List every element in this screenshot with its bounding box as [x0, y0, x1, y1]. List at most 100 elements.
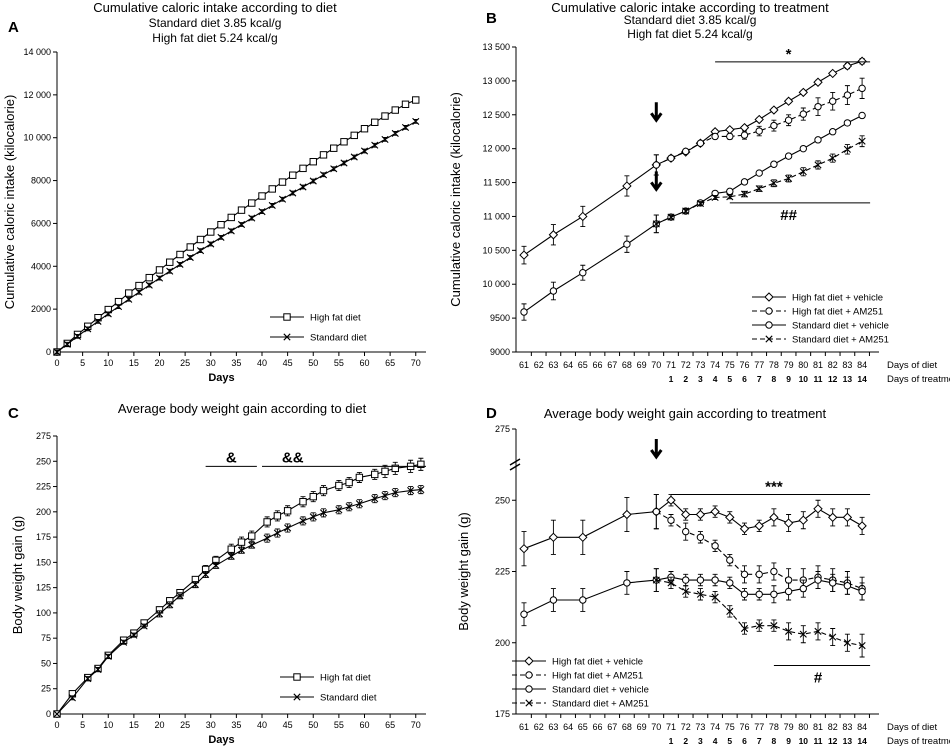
series-point [345, 503, 353, 511]
x-tick-label: 55 [334, 358, 344, 368]
x-tick-label: 74 [710, 360, 720, 370]
panel-letter: A [8, 19, 19, 36]
series-point [814, 102, 822, 111]
x-tick-label: 45 [283, 358, 293, 368]
series-point [843, 639, 851, 647]
legend-label: High fat diet + AM251 [552, 671, 643, 682]
series-point [726, 193, 734, 201]
legend-point [525, 699, 533, 707]
series-point [248, 214, 256, 222]
y-tick-label: 6000 [31, 218, 51, 228]
series-point [784, 587, 793, 596]
y-tick-label: 0 [46, 347, 51, 357]
series-point [858, 111, 866, 120]
x-tick-label: 35 [231, 720, 241, 730]
series-point [53, 710, 61, 718]
series-point [330, 144, 338, 152]
series-point [360, 125, 369, 133]
x-tick-label: 81 [813, 722, 823, 732]
treatment-day-label: 4 [713, 736, 718, 746]
legend-label: Standard diet [320, 693, 377, 704]
x-tick-label: 69 [637, 360, 647, 370]
series-point [381, 112, 389, 120]
series-point [63, 340, 71, 348]
series-point [345, 478, 353, 487]
series-point [371, 118, 379, 126]
series-point [799, 144, 807, 153]
y-tick-label: 125 [36, 583, 51, 593]
x-tick-label: 75 [725, 722, 735, 732]
x-axis-name-treatment: Days of treatment [887, 374, 950, 385]
series-point [770, 121, 778, 130]
y-tick-label: 13 000 [482, 76, 510, 86]
series-point [155, 274, 164, 282]
series-high-fat-diet-vehicle [519, 494, 867, 567]
y-tick-label: 25 [41, 684, 51, 694]
x-axis-name-treatment: Days of treatment [887, 736, 950, 747]
series-point [548, 230, 559, 240]
series-point [155, 266, 164, 274]
treatment-day-label: 13 [843, 736, 853, 746]
legend-point [293, 673, 301, 681]
series-point [53, 348, 61, 356]
treatment-day-label: 1 [669, 736, 674, 746]
significance-label: && [282, 449, 304, 466]
series-point [371, 470, 379, 479]
series-line [656, 87, 863, 166]
treatment-day-label: 5 [727, 374, 732, 384]
series-point [217, 233, 225, 241]
y-tick-label: 8000 [31, 176, 51, 186]
legend-label: Standard diet + AM251 [552, 699, 649, 710]
chart-subtitle: High fat diet 5.24 kcal/g [152, 31, 277, 45]
y-tick-label: 14 000 [23, 47, 51, 57]
x-tick-label: 50 [308, 358, 318, 368]
x-tick-label: 65 [385, 720, 395, 730]
x-tick-label: 65 [578, 360, 588, 370]
legend-point [283, 313, 291, 321]
series-point [814, 576, 822, 584]
series-point [829, 579, 837, 587]
series-point [829, 633, 837, 641]
treatment-day-label: 13 [843, 374, 853, 384]
series-point [135, 281, 143, 290]
legend-label: High fat diet + vehicle [552, 657, 643, 668]
series-point [120, 638, 128, 646]
series-point [843, 91, 852, 99]
series-point [770, 622, 778, 630]
series-point [858, 137, 866, 145]
series-point [696, 590, 704, 598]
series-point [754, 521, 764, 531]
series-point [166, 258, 174, 266]
x-tick-label: 76 [739, 722, 749, 732]
series-point [289, 171, 297, 179]
series-point [843, 145, 851, 153]
series-point [283, 507, 292, 515]
series-point [319, 171, 328, 179]
treatment-start-arrow [650, 171, 663, 192]
treatment-day-label: 3 [698, 736, 703, 746]
chart-subtitle: High fat diet 5.24 kcal/g [627, 27, 752, 41]
panel-c: C Average body weight gain according to d… [8, 401, 426, 746]
y-tick-label: 10 500 [482, 245, 510, 255]
series-point [166, 267, 174, 275]
series-point [829, 97, 837, 105]
x-tick-label: 20 [154, 720, 164, 730]
y-tick-label: 75 [41, 633, 51, 643]
series-point [652, 507, 660, 516]
y-tick-label: 175 [36, 532, 51, 542]
legend: High fat diet + vehicle High fat diet + A… [512, 656, 649, 710]
series-standard-diet [53, 485, 425, 718]
x-tick-label: 78 [769, 722, 779, 732]
series-point [549, 287, 558, 295]
series-point [227, 552, 235, 560]
series-point [299, 164, 307, 173]
x-tick-label: 66 [592, 360, 602, 370]
series-point [784, 576, 793, 584]
legend-point [283, 333, 291, 341]
series-point [217, 221, 225, 229]
series-point [237, 206, 246, 214]
panel-b: B Cumulative caloric intake according to … [448, 0, 950, 385]
series-point [799, 630, 807, 638]
series-point [186, 253, 194, 262]
series-point [755, 185, 763, 193]
